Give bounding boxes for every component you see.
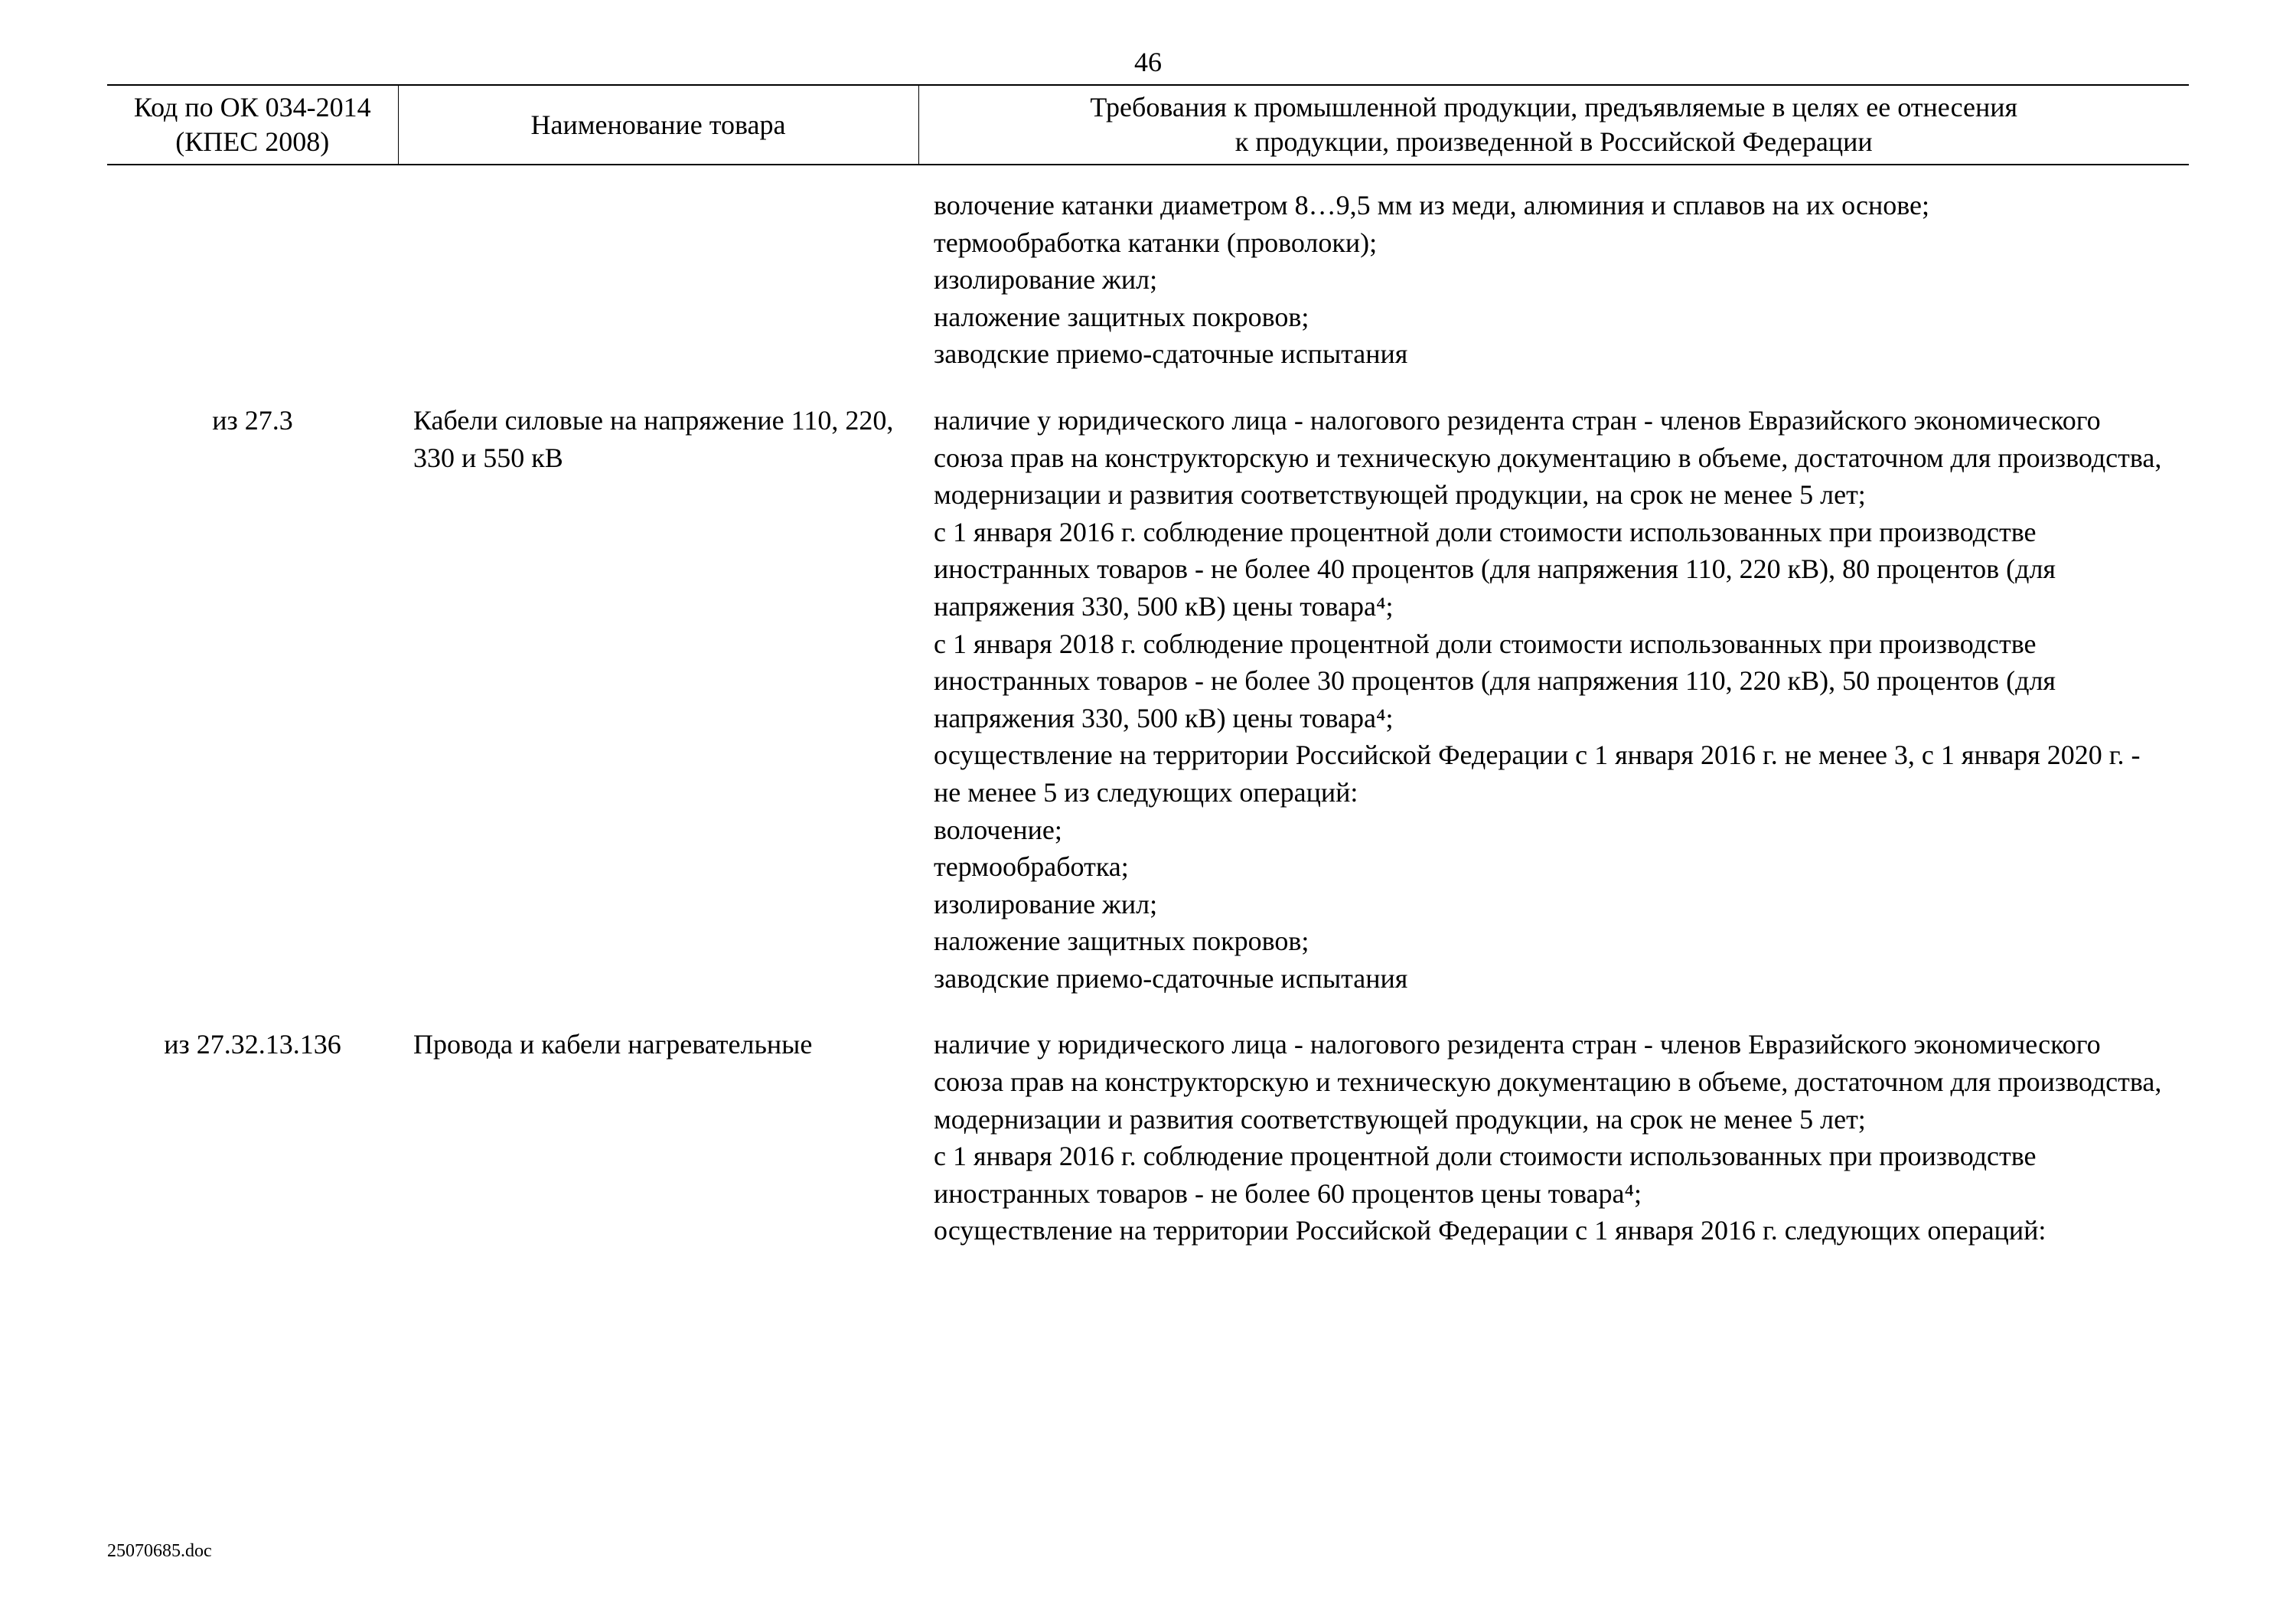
cell-code: из 27.3 bbox=[107, 380, 398, 1005]
table-row: из 27.32.13.136Провода и кабели нагреват… bbox=[107, 1004, 2189, 1257]
requirement-line: заводские приемо-сдаточные испытания bbox=[934, 335, 2174, 373]
requirement-line: термообработка катанки (проволоки); bbox=[934, 224, 2174, 262]
cell-name: Провода и кабели нагревательные bbox=[398, 1004, 918, 1257]
requirement-line: с 1 января 2016 г. соблюдение процентной… bbox=[934, 1138, 2174, 1212]
cell-requirements: наличие у юридического лица - налогового… bbox=[918, 380, 2189, 1005]
table-row: из 27.3Кабели силовые на напряжение 110,… bbox=[107, 380, 2189, 1005]
col-header-req: Требования к промышленной продукции, пре… bbox=[918, 85, 2189, 165]
col-header-name: Наименование товара bbox=[398, 85, 918, 165]
col-header-code: Код по ОК 034-2014 (КПЕС 2008) bbox=[107, 85, 398, 165]
document-page: 46 Код по ОК 034-2014 (КПЕС 2008) Наимен… bbox=[0, 0, 2296, 1257]
requirement-line: с 1 января 2018 г. соблюдение процентной… bbox=[934, 625, 2174, 737]
requirement-line: наличие у юридического лица - налогового… bbox=[934, 402, 2174, 514]
table-body: волочение катанки диаметром 8…9,5 мм из … bbox=[107, 165, 2189, 1257]
cell-code: из 27.32.13.136 bbox=[107, 1004, 398, 1257]
col-header-req-line1: Требования к промышленной продукции, пре… bbox=[1090, 92, 2017, 122]
requirement-line: осуществление на территории Российской Ф… bbox=[934, 1212, 2174, 1249]
requirement-line: наложение защитных покровов; bbox=[934, 299, 2174, 336]
requirement-line: с 1 января 2016 г. соблюдение процентной… bbox=[934, 514, 2174, 625]
cell-name bbox=[398, 165, 918, 380]
col-header-req-line2: к продукции, произведенной в Российской … bbox=[1235, 126, 1873, 157]
requirement-line: термообработка; bbox=[934, 848, 2174, 886]
cell-name: Кабели силовые на напряжение 110, 220, 3… bbox=[398, 380, 918, 1005]
col-header-code-line1: Код по ОК 034-2014 bbox=[134, 92, 371, 122]
requirement-line: заводские приемо-сдаточные испытания bbox=[934, 960, 2174, 998]
table-header-row: Код по ОК 034-2014 (КПЕС 2008) Наименова… bbox=[107, 85, 2189, 165]
requirement-line: волочение; bbox=[934, 812, 2174, 849]
requirement-line: осуществление на территории Российской Ф… bbox=[934, 736, 2174, 811]
cell-requirements: наличие у юридического лица - налогового… bbox=[918, 1004, 2189, 1257]
col-header-code-line2: (КПЕС 2008) bbox=[175, 126, 329, 157]
table-row: волочение катанки диаметром 8…9,5 мм из … bbox=[107, 165, 2189, 380]
requirements-table: Код по ОК 034-2014 (КПЕС 2008) Наименова… bbox=[107, 84, 2189, 1257]
requirement-line: изолирование жил; bbox=[934, 886, 2174, 923]
requirement-line: волочение катанки диаметром 8…9,5 мм из … bbox=[934, 187, 2174, 224]
footer-doc-id: 25070685.doc bbox=[107, 1541, 212, 1562]
cell-requirements: волочение катанки диаметром 8…9,5 мм из … bbox=[918, 165, 2189, 380]
cell-code bbox=[107, 165, 398, 380]
page-number: 46 bbox=[107, 46, 2189, 78]
requirement-line: наличие у юридического лица - налогового… bbox=[934, 1026, 2174, 1138]
requirement-line: наложение защитных покровов; bbox=[934, 923, 2174, 960]
requirement-line: изолирование жил; bbox=[934, 261, 2174, 299]
